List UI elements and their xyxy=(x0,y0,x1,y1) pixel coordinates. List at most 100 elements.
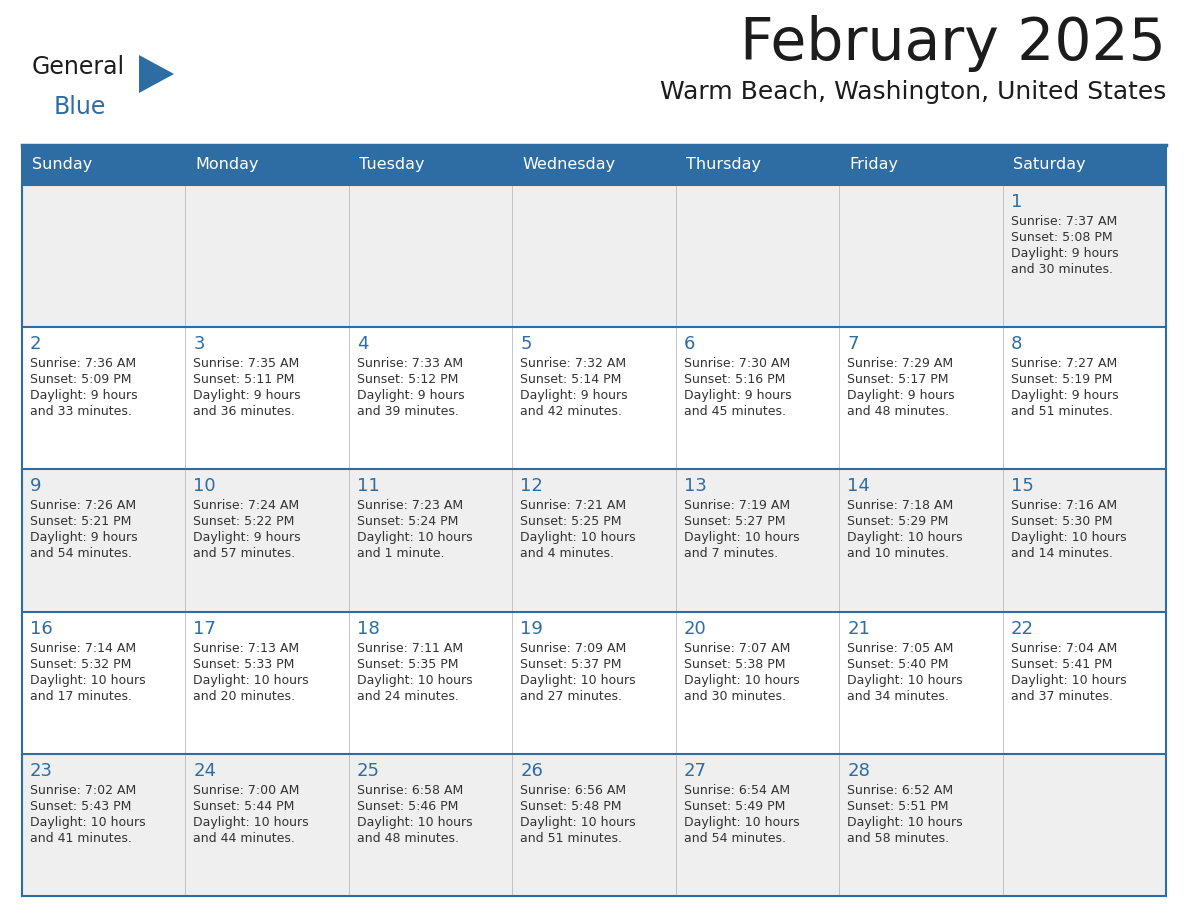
Text: 23: 23 xyxy=(30,762,53,779)
Text: 10: 10 xyxy=(194,477,216,496)
Text: and 17 minutes.: and 17 minutes. xyxy=(30,689,132,702)
Text: Daylight: 9 hours: Daylight: 9 hours xyxy=(30,389,138,402)
Text: Sunset: 5:35 PM: Sunset: 5:35 PM xyxy=(356,657,459,671)
Text: 17: 17 xyxy=(194,620,216,638)
Text: 15: 15 xyxy=(1011,477,1034,496)
Bar xyxy=(839,469,1003,611)
Bar xyxy=(185,327,349,469)
Text: Sunset: 5:11 PM: Sunset: 5:11 PM xyxy=(194,374,295,386)
Text: Sunrise: 6:52 AM: Sunrise: 6:52 AM xyxy=(847,784,953,797)
Text: Sunrise: 7:16 AM: Sunrise: 7:16 AM xyxy=(1011,499,1117,512)
Text: and 44 minutes.: and 44 minutes. xyxy=(194,832,296,845)
Text: Daylight: 9 hours: Daylight: 9 hours xyxy=(194,389,301,402)
Text: Friday: Friday xyxy=(849,158,898,173)
Text: Daylight: 10 hours: Daylight: 10 hours xyxy=(684,816,800,829)
Text: and 41 minutes.: and 41 minutes. xyxy=(30,832,132,845)
Bar xyxy=(839,611,1003,754)
Bar xyxy=(23,145,1165,185)
Text: Sunrise: 6:54 AM: Sunrise: 6:54 AM xyxy=(684,784,790,797)
Text: Blue: Blue xyxy=(53,95,107,119)
Bar xyxy=(1003,611,1165,754)
Text: Wednesday: Wednesday xyxy=(523,158,615,173)
Text: Sunset: 5:38 PM: Sunset: 5:38 PM xyxy=(684,657,785,671)
Text: Sunset: 5:16 PM: Sunset: 5:16 PM xyxy=(684,374,785,386)
Text: Sunday: Sunday xyxy=(32,158,93,173)
Bar xyxy=(512,469,676,611)
Text: Sunset: 5:40 PM: Sunset: 5:40 PM xyxy=(847,657,949,671)
Text: and 30 minutes.: and 30 minutes. xyxy=(684,689,785,702)
Text: Sunset: 5:25 PM: Sunset: 5:25 PM xyxy=(520,515,621,529)
Text: and 24 minutes.: and 24 minutes. xyxy=(356,689,459,702)
Text: 28: 28 xyxy=(847,762,870,779)
Text: and 42 minutes.: and 42 minutes. xyxy=(520,405,623,419)
Text: Daylight: 10 hours: Daylight: 10 hours xyxy=(847,816,962,829)
Text: and 39 minutes.: and 39 minutes. xyxy=(356,405,459,419)
Text: 13: 13 xyxy=(684,477,707,496)
Text: Daylight: 10 hours: Daylight: 10 hours xyxy=(1011,532,1126,544)
Text: Sunrise: 7:23 AM: Sunrise: 7:23 AM xyxy=(356,499,463,512)
Text: 19: 19 xyxy=(520,620,543,638)
Text: 24: 24 xyxy=(194,762,216,779)
Text: 25: 25 xyxy=(356,762,380,779)
Bar xyxy=(839,327,1003,469)
Text: Sunrise: 7:36 AM: Sunrise: 7:36 AM xyxy=(30,357,137,370)
Text: Sunset: 5:27 PM: Sunset: 5:27 PM xyxy=(684,515,785,529)
Text: Daylight: 10 hours: Daylight: 10 hours xyxy=(520,532,636,544)
Text: Sunset: 5:19 PM: Sunset: 5:19 PM xyxy=(1011,374,1112,386)
Text: Sunset: 5:29 PM: Sunset: 5:29 PM xyxy=(847,515,948,529)
Text: 8: 8 xyxy=(1011,335,1022,353)
Text: Daylight: 9 hours: Daylight: 9 hours xyxy=(30,532,138,544)
Text: Sunrise: 6:56 AM: Sunrise: 6:56 AM xyxy=(520,784,626,797)
Bar xyxy=(23,185,185,327)
Text: and 36 minutes.: and 36 minutes. xyxy=(194,405,296,419)
Polygon shape xyxy=(139,55,173,93)
Text: Sunset: 5:46 PM: Sunset: 5:46 PM xyxy=(356,800,459,812)
Text: Thursday: Thursday xyxy=(685,158,760,173)
Text: Warm Beach, Washington, United States: Warm Beach, Washington, United States xyxy=(659,80,1165,104)
Text: Sunset: 5:24 PM: Sunset: 5:24 PM xyxy=(356,515,459,529)
Bar xyxy=(839,754,1003,896)
Text: Sunrise: 7:09 AM: Sunrise: 7:09 AM xyxy=(520,642,626,655)
Text: and 30 minutes.: and 30 minutes. xyxy=(1011,263,1113,276)
Text: and 45 minutes.: and 45 minutes. xyxy=(684,405,785,419)
Text: Sunset: 5:12 PM: Sunset: 5:12 PM xyxy=(356,374,459,386)
Text: Sunrise: 7:14 AM: Sunrise: 7:14 AM xyxy=(30,642,137,655)
Text: Sunrise: 7:27 AM: Sunrise: 7:27 AM xyxy=(1011,357,1117,370)
Text: Sunrise: 7:37 AM: Sunrise: 7:37 AM xyxy=(1011,215,1117,228)
Text: Daylight: 10 hours: Daylight: 10 hours xyxy=(1011,674,1126,687)
Text: Sunrise: 7:00 AM: Sunrise: 7:00 AM xyxy=(194,784,299,797)
Text: Daylight: 10 hours: Daylight: 10 hours xyxy=(194,674,309,687)
Bar xyxy=(512,327,676,469)
Text: and 51 minutes.: and 51 minutes. xyxy=(1011,405,1113,419)
Text: and 54 minutes.: and 54 minutes. xyxy=(30,547,132,560)
Text: Sunset: 5:32 PM: Sunset: 5:32 PM xyxy=(30,657,132,671)
Text: and 48 minutes.: and 48 minutes. xyxy=(847,405,949,419)
Text: Sunset: 5:51 PM: Sunset: 5:51 PM xyxy=(847,800,949,812)
Text: 18: 18 xyxy=(356,620,380,638)
Text: Tuesday: Tuesday xyxy=(359,158,424,173)
Text: Daylight: 9 hours: Daylight: 9 hours xyxy=(1011,247,1118,260)
Text: Daylight: 10 hours: Daylight: 10 hours xyxy=(520,816,636,829)
Text: Daylight: 10 hours: Daylight: 10 hours xyxy=(684,674,800,687)
Text: 3: 3 xyxy=(194,335,204,353)
Text: 9: 9 xyxy=(30,477,42,496)
Text: Sunrise: 7:35 AM: Sunrise: 7:35 AM xyxy=(194,357,299,370)
Text: Sunset: 5:21 PM: Sunset: 5:21 PM xyxy=(30,515,132,529)
Bar xyxy=(185,754,349,896)
Text: Daylight: 9 hours: Daylight: 9 hours xyxy=(194,532,301,544)
Text: Daylight: 10 hours: Daylight: 10 hours xyxy=(30,816,146,829)
Text: Daylight: 9 hours: Daylight: 9 hours xyxy=(847,389,955,402)
Text: Sunrise: 7:24 AM: Sunrise: 7:24 AM xyxy=(194,499,299,512)
Bar xyxy=(1003,185,1165,327)
Text: Sunrise: 7:30 AM: Sunrise: 7:30 AM xyxy=(684,357,790,370)
Text: and 51 minutes.: and 51 minutes. xyxy=(520,832,623,845)
Text: Daylight: 10 hours: Daylight: 10 hours xyxy=(847,674,962,687)
Text: Sunset: 5:41 PM: Sunset: 5:41 PM xyxy=(1011,657,1112,671)
Text: Sunrise: 7:05 AM: Sunrise: 7:05 AM xyxy=(847,642,954,655)
Text: Sunrise: 7:07 AM: Sunrise: 7:07 AM xyxy=(684,642,790,655)
Text: Sunrise: 7:19 AM: Sunrise: 7:19 AM xyxy=(684,499,790,512)
Text: Daylight: 9 hours: Daylight: 9 hours xyxy=(684,389,791,402)
Text: Sunset: 5:43 PM: Sunset: 5:43 PM xyxy=(30,800,132,812)
Text: and 57 minutes.: and 57 minutes. xyxy=(194,547,296,560)
Text: Sunrise: 7:11 AM: Sunrise: 7:11 AM xyxy=(356,642,463,655)
